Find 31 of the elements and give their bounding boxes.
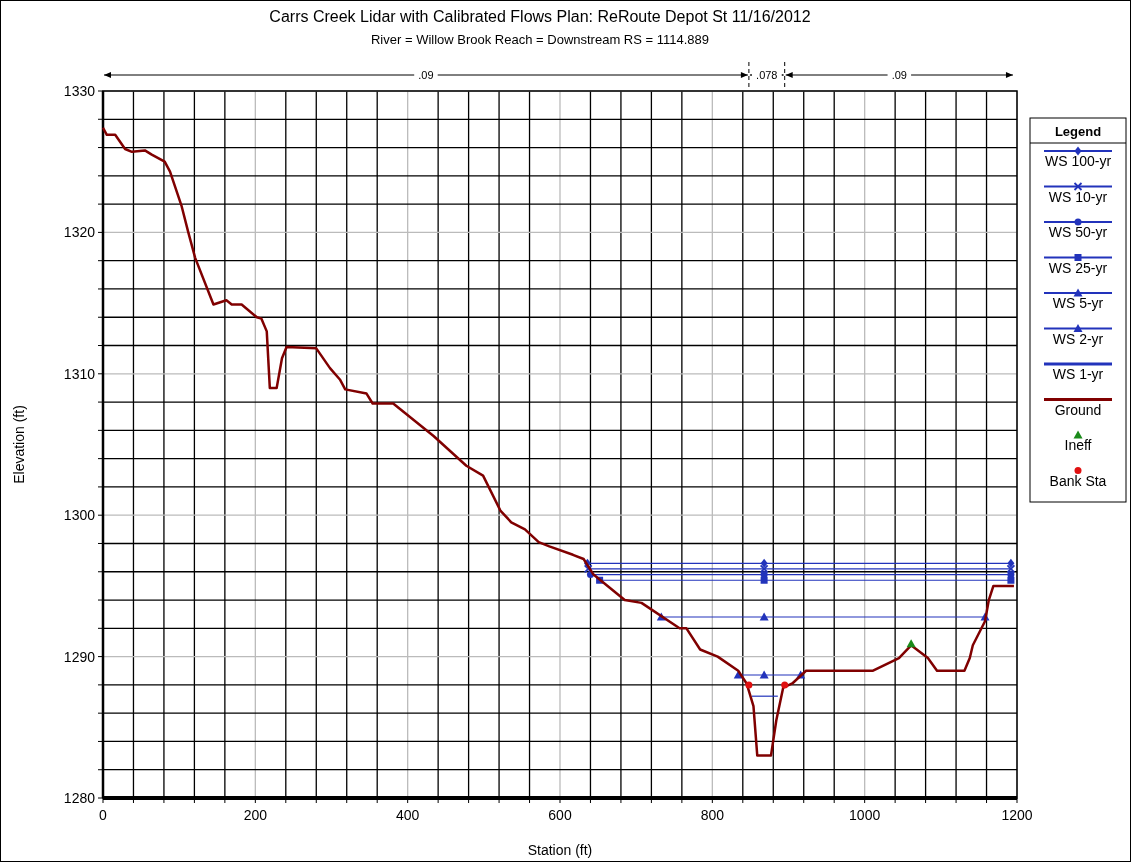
legend-label: WS 50-yr (1048, 224, 1108, 240)
y-tick-label: 1320 (63, 224, 96, 241)
legend-label: WS 1-yr (1052, 366, 1104, 382)
legend-label: Ineff (1064, 437, 1092, 453)
legend-label: WS 10-yr (1048, 188, 1108, 205)
legend-label: WS 2-yr (1052, 330, 1104, 347)
legend-label: Bank Sta (1049, 472, 1107, 489)
chart-subtitle: River = Willow Brook Reach = Downstream RS = 1114.889 (370, 32, 710, 47)
chart-title: Carrs Creek Lidar with Calibrated Flows Plan: ReRoute Depot St 11/16/2012 (269, 8, 811, 25)
text: .09 (891, 69, 907, 81)
y-tick-label: 1300 (63, 507, 96, 524)
x-tick-label: 1200 (1001, 807, 1033, 823)
x-tick-label: 1000 (849, 807, 881, 823)
y-tick-label: 1280 (63, 790, 96, 806)
legend-label: WS 25-yr (1048, 259, 1108, 276)
x-tick-label: 600 (548, 807, 572, 823)
legend-label: WS 5-yr (1052, 295, 1104, 311)
text: .09 (418, 69, 434, 81)
x-tick-label: 400 (395, 807, 420, 823)
y-tick-label: 1290 (63, 648, 96, 665)
x-tick-label: 0 (99, 807, 108, 823)
x-tick-label: 800 (700, 807, 725, 823)
legend-label: Ground (1054, 401, 1102, 418)
y-tick-label: 1310 (63, 365, 96, 382)
legend-label: WS 100-yr (1044, 153, 1112, 169)
x-tick-label: 200 (243, 807, 268, 823)
legend-title: Legend (1054, 124, 1102, 139)
y-tick-label: 1330 (63, 83, 96, 99)
text: .078 (756, 69, 778, 81)
x-axis-title: Station (ft) (527, 842, 593, 858)
y-axis-title: Elevation (ft) (11, 405, 27, 484)
